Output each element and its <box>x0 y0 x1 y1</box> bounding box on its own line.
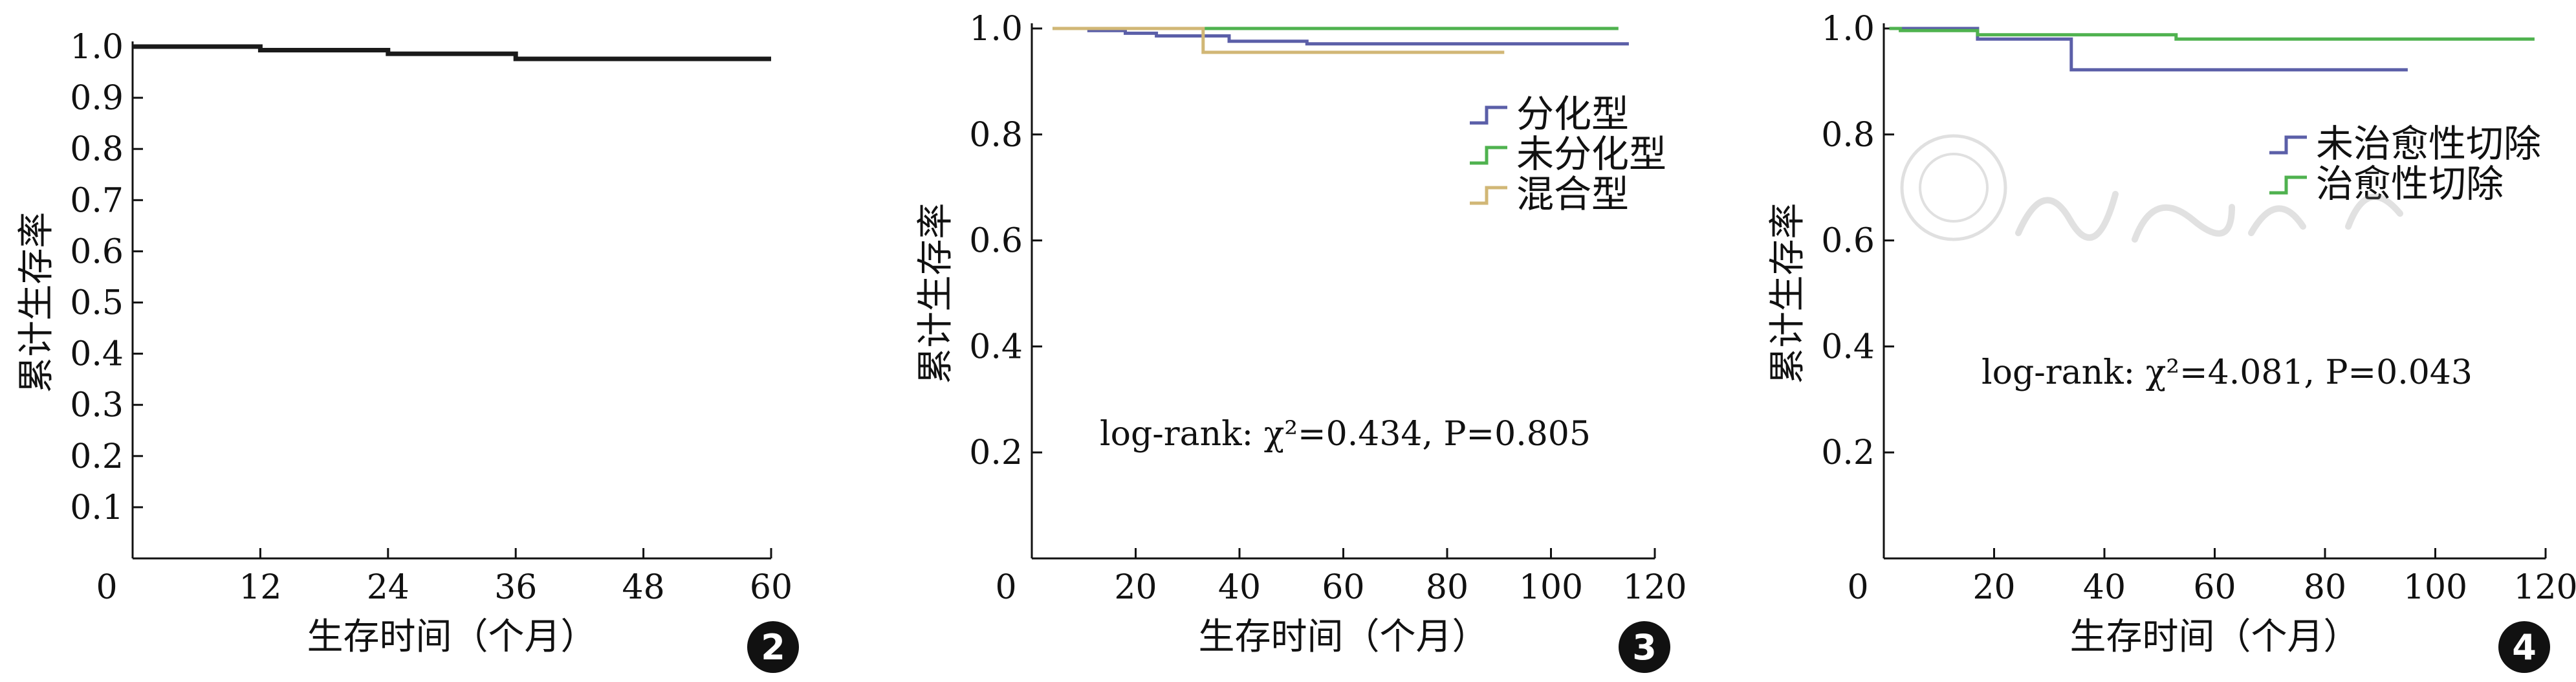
y-tick-label: 0.7 <box>70 181 124 220</box>
legend-swatch <box>1470 146 1507 165</box>
x-tick-label: 12 <box>239 568 281 607</box>
y-tick-label: 1.0 <box>70 28 124 67</box>
x-tick-label: 60 <box>1322 568 1364 607</box>
seal-ring <box>1900 134 2007 241</box>
y-tick-label: 0.8 <box>969 116 1023 155</box>
x-tick-label: 20 <box>1972 568 2015 607</box>
y-tick-label: 0.8 <box>70 130 124 169</box>
series-line-2 <box>1053 27 1505 54</box>
x-tick-label: 120 <box>2513 568 2576 607</box>
x-tick-label: 0 <box>96 568 117 607</box>
y-tick-label: 1.0 <box>1821 10 1875 49</box>
y-tick-label: 0.4 <box>1821 327 1875 366</box>
y-tick-label: 0.9 <box>70 79 124 118</box>
y-tick-label: 0.4 <box>70 335 124 374</box>
chart-panel-3: 0.2 0.4 0.6 0.8 1.0 0 20 40 60 80 100 120 生存时间（个月） 累计… <box>915 10 1687 673</box>
y-tick-label: 0.6 <box>969 222 1023 261</box>
y-tick-label: 0.8 <box>1821 116 1875 155</box>
legend-swatch <box>2269 135 2307 155</box>
x-tick-label: 20 <box>1114 568 1157 607</box>
seal-inner-ring <box>1919 153 1989 223</box>
x-tick-label: 60 <box>750 568 792 607</box>
chart-panel-2: 0.1 0.2 0.3 0.4 0.5 0.6 0.7 0.8 0.9 1.0 0 12 24 36 48 6… <box>16 28 799 673</box>
series-line-survival <box>133 44 771 61</box>
legend-label: 未治愈性切除 <box>2316 122 2541 166</box>
panel-number-badge <box>2498 621 2550 673</box>
x-tick-label: 100 <box>2403 568 2467 607</box>
x-axis-label: 生存时间（个月） <box>2070 616 2360 658</box>
x-tick-label: 24 <box>367 568 409 607</box>
y-tick-label: 0.1 <box>70 489 124 527</box>
y-tick-label: 0.3 <box>70 386 124 425</box>
legend-label: 分化型 <box>1516 92 1629 136</box>
y-tick-label: 0.4 <box>969 327 1023 366</box>
legend-label: 治愈性切除 <box>2316 162 2504 206</box>
x-axis-label: 生存时间（个月） <box>307 616 597 658</box>
y-axis-label: 累计生存率 <box>1767 203 1809 384</box>
panel-number: 2 <box>761 627 785 668</box>
x-tick-label: 40 <box>2083 568 2126 607</box>
legend-label: 混合型 <box>1516 172 1629 216</box>
x-tick-label: 36 <box>494 568 537 607</box>
x-tick-label: 48 <box>622 568 665 607</box>
panel-number: 3 <box>1632 627 1657 668</box>
x-tick-label: 0 <box>1847 568 1868 607</box>
legend-label: 未分化型 <box>1516 132 1666 176</box>
y-tick-label: 0.5 <box>70 284 124 323</box>
legend-swatch <box>1470 105 1507 125</box>
series-line-1 <box>1889 27 2535 41</box>
x-axis-label: 生存时间（个月） <box>1199 616 1489 658</box>
legend-swatch <box>2269 175 2307 195</box>
statistics-annotation: log-rank: χ²=0.434, P=0.805 <box>1100 415 1591 454</box>
y-tick-label: 0.6 <box>1821 222 1875 261</box>
chart-panel-4: 0.2 0.4 0.6 0.8 1.0 0 20 40 60 80 100 120 生存时间（个月） 累计… <box>1767 10 2576 673</box>
x-tick-label: 80 <box>1426 568 1468 607</box>
panel-number-badge <box>747 621 799 673</box>
y-tick-label: 0.2 <box>70 437 124 476</box>
x-tick-label: 100 <box>1519 568 1583 607</box>
panel-number: 4 <box>2512 627 2537 668</box>
y-tick-label: 0.6 <box>70 232 124 271</box>
watermark-seal <box>1900 134 2403 243</box>
statistics-annotation: log-rank: χ²=4.081, P=0.043 <box>1981 353 2472 392</box>
watermark-script <box>2015 191 2403 243</box>
panel-number-badge <box>1619 621 1670 673</box>
series-line-0 <box>1889 27 2408 72</box>
y-tick-label: 0.2 <box>969 434 1023 472</box>
x-tick-label: 80 <box>2304 568 2346 607</box>
y-tick-label: 1.0 <box>969 10 1023 49</box>
y-tick-label: 0.2 <box>1821 434 1875 472</box>
x-tick-label: 40 <box>1218 568 1261 607</box>
x-tick-label: 60 <box>2193 568 2236 607</box>
x-tick-label: 0 <box>995 568 1016 607</box>
y-axis-label: 累计生存率 <box>915 203 957 384</box>
series-line-0 <box>1053 27 1629 46</box>
legend-swatch <box>1470 186 1507 205</box>
x-tick-label: 120 <box>1622 568 1686 607</box>
y-axis-label: 累计生存率 <box>16 212 58 393</box>
